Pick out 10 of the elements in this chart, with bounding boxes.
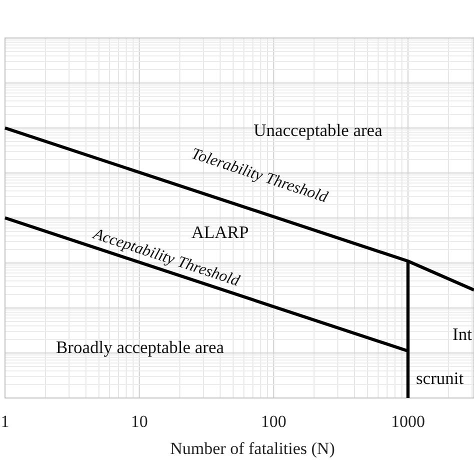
- annotation: Int: [452, 324, 472, 344]
- x-tick-label: 1: [0, 412, 10, 431]
- x-tick-label: 1000: [390, 412, 425, 431]
- annotation: scrunit: [416, 368, 464, 388]
- annotation: Unacceptable area: [254, 120, 383, 140]
- annotation: ALARP: [191, 222, 249, 242]
- x-tick-label: 100: [260, 412, 286, 431]
- x-axis-title: Number of fatalities (N): [170, 439, 335, 458]
- annotation: Broadly acceptable area: [56, 337, 224, 357]
- x-tick-label: 10: [130, 412, 148, 431]
